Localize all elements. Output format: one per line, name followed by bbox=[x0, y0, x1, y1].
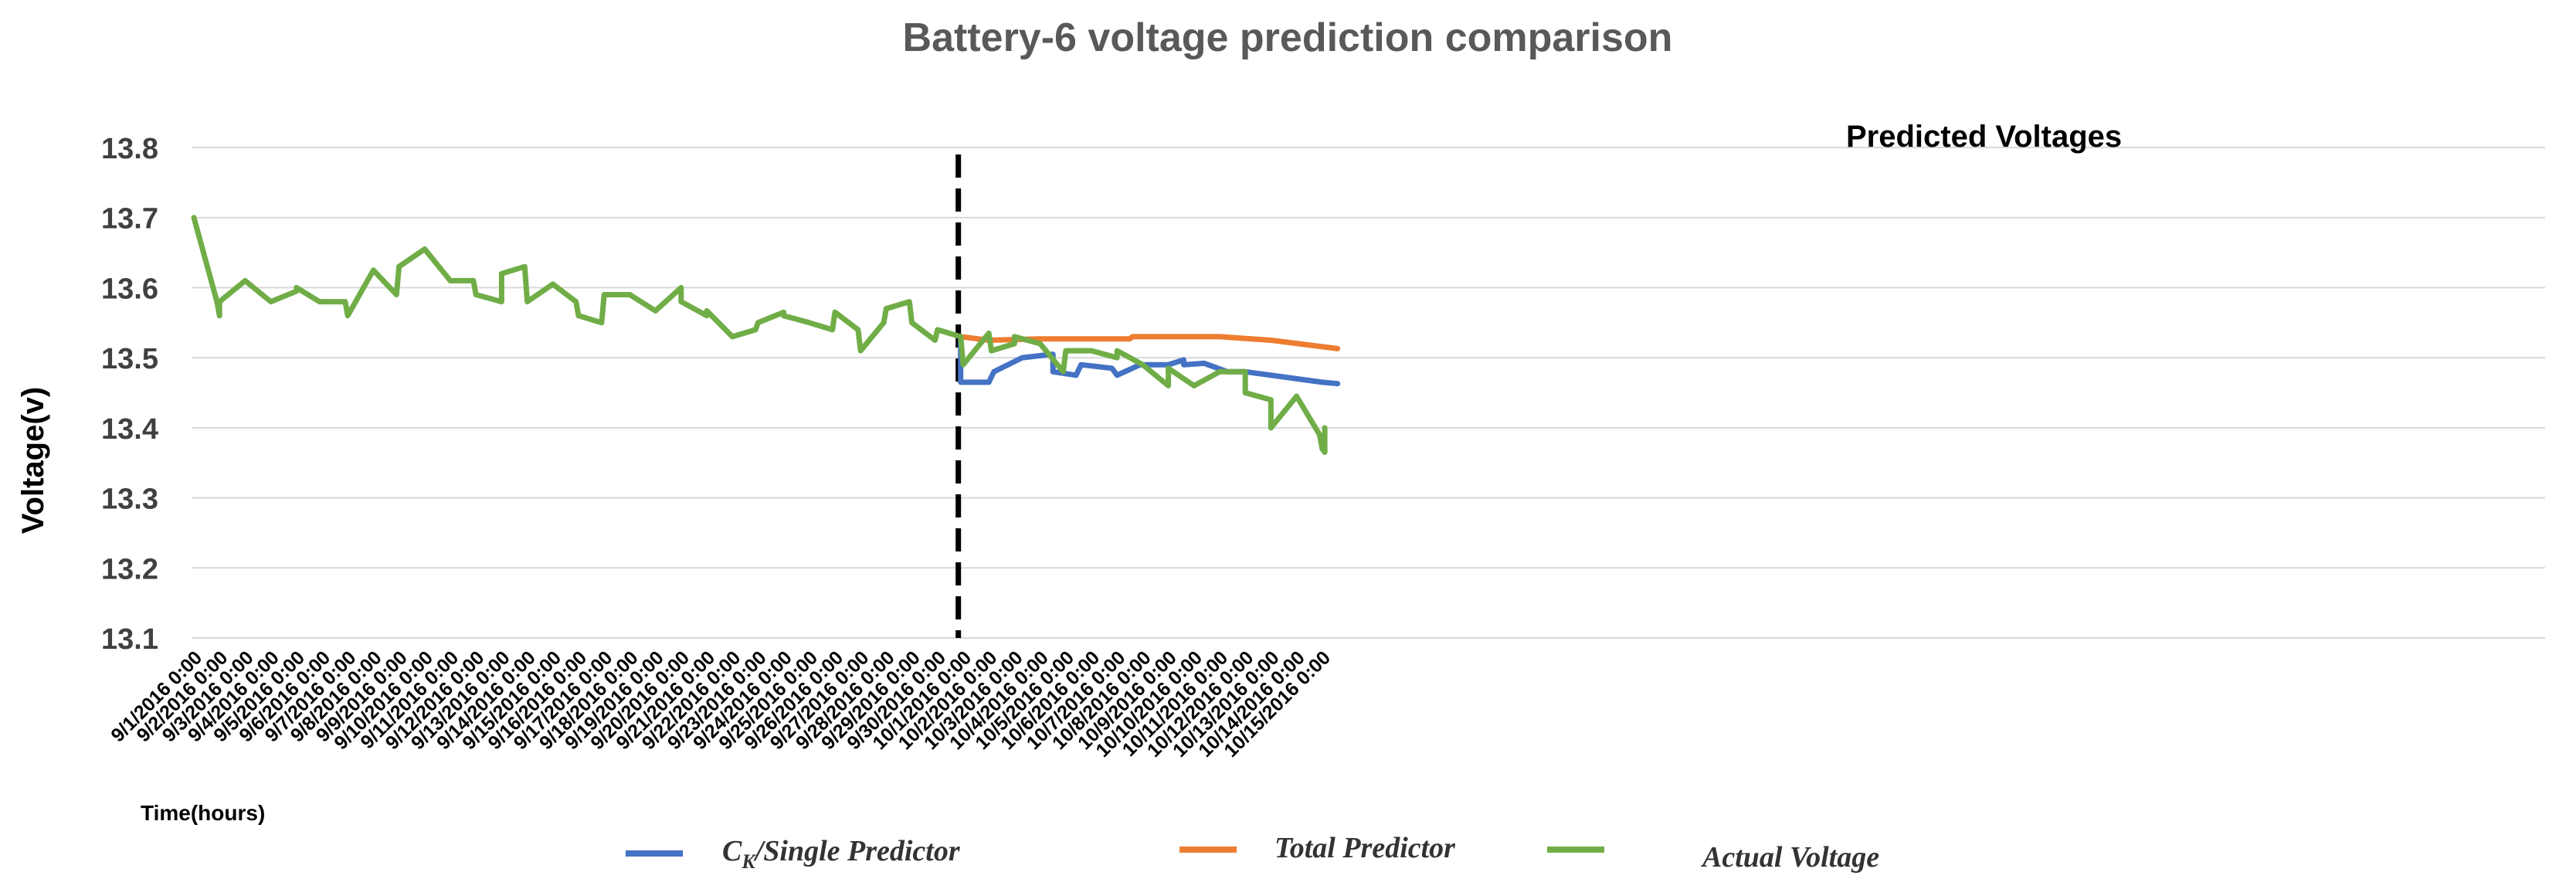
legend-item-ck-single-predictor: CK/Single Predictor bbox=[626, 835, 961, 873]
y-tick-label: 13.5 bbox=[101, 343, 158, 375]
legend-label-actual: Actual Voltage bbox=[1701, 841, 1879, 874]
y-axis-label: Voltage(v) bbox=[16, 387, 50, 534]
legend-label-ck-rest: /Single Predictor bbox=[753, 835, 961, 867]
predicted-voltages-annotation: Predicted Voltages bbox=[1846, 120, 2122, 154]
y-tick-label: 13.8 bbox=[101, 133, 158, 165]
y-tick-label: 13.1 bbox=[101, 623, 158, 656]
x-axis-ticks: 9/1/2016 0:009/2/2016 0:009/3/2016 0:009… bbox=[107, 646, 1335, 762]
y-tick-label: 13.3 bbox=[101, 484, 158, 516]
chart-title: Battery-6 voltage prediction comparison bbox=[903, 15, 1673, 60]
x-axis-label: Time(hours) bbox=[141, 801, 265, 825]
series-line-2 bbox=[191, 215, 1328, 456]
legend-label-ck-sub: K bbox=[741, 850, 756, 873]
y-axis-ticks: 13.1 13.2 13.3 13.4 13.5 13.6 13.7 13.8 bbox=[101, 133, 158, 656]
legend: CK/Single Predictor Total Predictor Actu… bbox=[626, 832, 1879, 874]
legend-label-ck: CK/Single Predictor bbox=[722, 835, 961, 873]
series-lines bbox=[191, 215, 1341, 456]
y-tick-label: 13.4 bbox=[101, 413, 158, 446]
legend-label-ck-main: C bbox=[722, 835, 742, 867]
legend-label-total: Total Predictor bbox=[1274, 832, 1456, 864]
series-line-0 bbox=[958, 334, 1341, 387]
y-tick-label: 13.7 bbox=[101, 203, 158, 236]
y-tick-label: 13.2 bbox=[101, 553, 158, 585]
legend-item-total-predictor: Total Predictor bbox=[1179, 832, 1456, 864]
legend-item-actual-voltage: Actual Voltage bbox=[1547, 841, 1879, 874]
y-tick-label: 13.6 bbox=[101, 273, 158, 305]
gridlines bbox=[192, 147, 2545, 639]
